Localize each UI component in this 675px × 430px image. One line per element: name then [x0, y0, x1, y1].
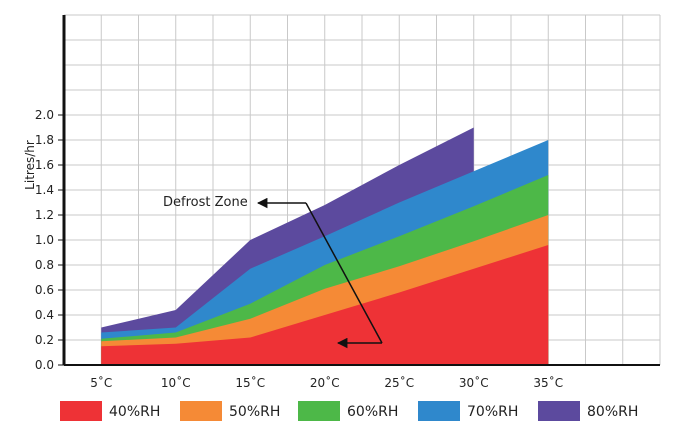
annotation-label: Defrost Zone [163, 195, 248, 210]
y-tick-label: 0.2 [35, 333, 54, 347]
legend-swatch-40rh [60, 401, 102, 421]
y-axis-title: Litres/hr [23, 140, 37, 190]
x-tick-label: 5˚C [90, 375, 112, 390]
legend-label-70rh: 70%RH [467, 404, 518, 420]
y-tick-label: 0.4 [35, 308, 54, 322]
legend-swatch-80rh [538, 401, 580, 421]
x-tick-label: 10˚C [161, 375, 191, 390]
legend-label-50rh: 50%RH [229, 404, 280, 420]
y-tick-label: 1.4 [35, 183, 54, 197]
legend-label-80rh: 80%RH [587, 404, 638, 420]
y-tick-label: 1.8 [35, 133, 54, 147]
y-tick-label: 1.2 [35, 208, 54, 222]
x-tick-label: 20˚C [310, 375, 340, 390]
legend-swatch-70rh [418, 401, 460, 421]
x-tick-label: 35˚C [533, 375, 563, 390]
y-tick-label: 0.8 [35, 258, 54, 272]
y-tick-label: 1.6 [35, 158, 54, 172]
annotation-arrow-connector [305, 202, 383, 344]
legend-swatch-60rh [298, 401, 340, 421]
legend-label-60rh: 60%RH [347, 404, 398, 420]
y-tick-label: 0.0 [35, 358, 54, 372]
legend-swatch-50rh [180, 401, 222, 421]
y-tick-label: 1.0 [35, 233, 54, 247]
x-tick-label: 30˚C [459, 375, 489, 390]
area-40rh [101, 245, 549, 365]
legend-label-40rh: 40%RH [109, 404, 160, 420]
y-tick-label: 2.0 [35, 108, 54, 122]
y-tick-label: 0.6 [35, 283, 54, 297]
x-tick-label: 15˚C [235, 375, 265, 390]
x-tick-label: 25˚C [384, 375, 414, 390]
